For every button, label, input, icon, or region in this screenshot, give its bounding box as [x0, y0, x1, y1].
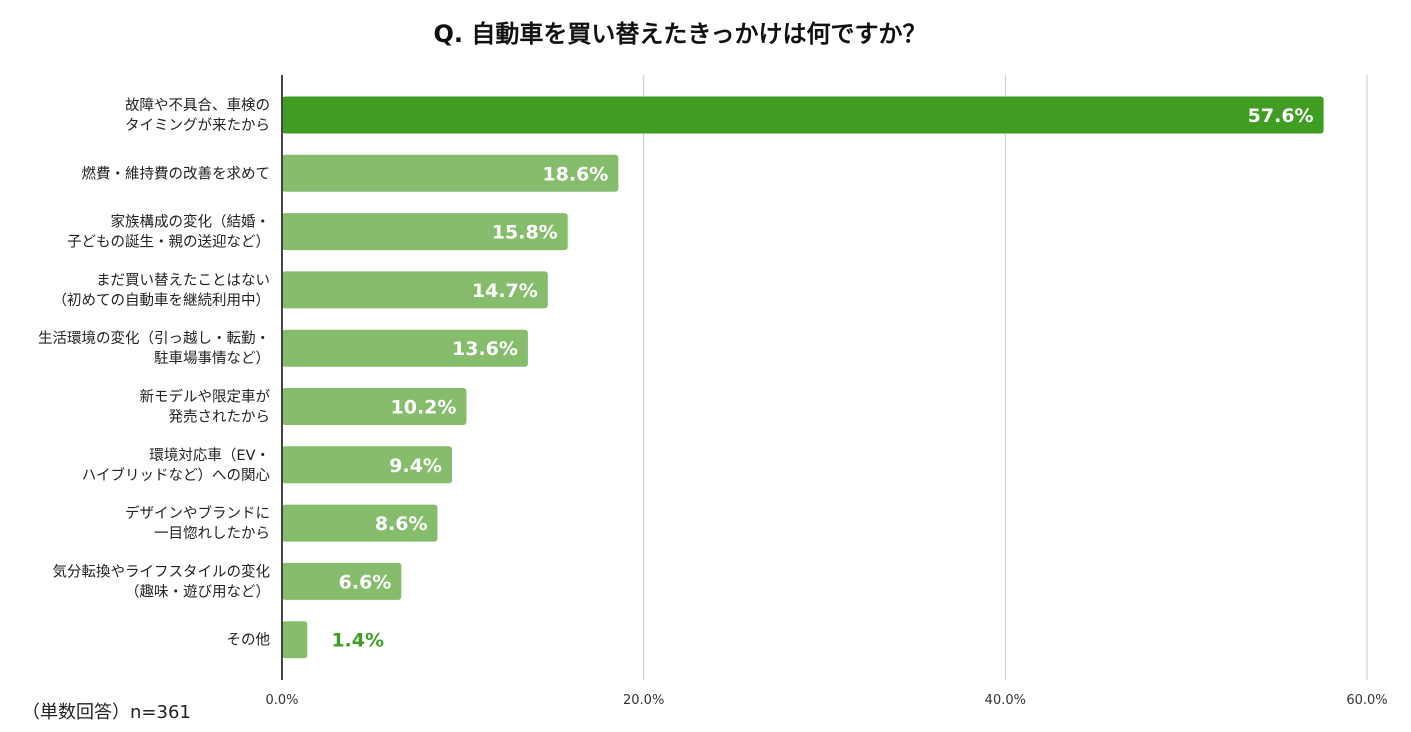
sample-note: （単数回答）n=361 [22, 702, 191, 723]
bar [282, 213, 568, 251]
chart-title: Q. 自動車を買い替えたきっかけは何ですか？ [433, 20, 927, 48]
category-label: 新モデルや限定車が [140, 388, 271, 406]
category-label: 駐車場事情など） [154, 350, 270, 367]
value-label: 6.6% [339, 571, 392, 593]
category-label: 故障や不具合、車検の [125, 96, 270, 114]
category-label: その他 [227, 632, 271, 649]
category-label: （趣味・遊び用など） [125, 583, 270, 600]
category-label: タイミングが来たから [125, 117, 270, 134]
bar [282, 621, 308, 659]
bar [282, 504, 438, 542]
category-label: 一目惚れしたから [154, 525, 270, 542]
value-label: 15.8% [492, 222, 558, 244]
value-label: 9.4% [389, 455, 442, 477]
category-label: 発売されたから [169, 409, 271, 426]
category-label: 生活環境の変化（引っ越し・転勤・ [38, 329, 270, 347]
value-label: 1.4% [331, 630, 384, 652]
category-label: 家族構成の変化（結婚・ [111, 214, 271, 231]
value-label: 57.6% [1248, 105, 1314, 127]
x-tick-label: 60.0% [1346, 693, 1387, 708]
category-label: （初めての自動車を継続利用中） [53, 292, 271, 309]
value-label: 18.6% [542, 163, 608, 185]
category-label: まだ買い替えたことはない [96, 272, 270, 289]
value-label: 14.7% [472, 280, 538, 302]
x-tick-label: 20.0% [623, 693, 664, 708]
category-label: デザインやブランドに [125, 504, 270, 522]
value-label: 10.2% [391, 397, 457, 419]
bar [282, 388, 467, 425]
category-label: 燃費・維持費の改善を求めて [82, 164, 271, 182]
category-label: 環境対応車（EV・ [149, 446, 270, 464]
bar [282, 154, 619, 192]
x-tick-label: 40.0% [985, 693, 1026, 708]
category-label: ハイブリッドなど）への関心 [82, 466, 270, 484]
category-label: 子どもの誕生・親の送迎など） [67, 234, 270, 251]
value-label: 13.6% [452, 338, 518, 360]
bar [282, 446, 452, 484]
bar [282, 271, 548, 309]
bar [282, 329, 528, 367]
bar [282, 562, 402, 600]
value-label: 8.6% [375, 513, 428, 535]
category-label: 気分転換やライフスタイルの変化 [53, 563, 271, 580]
x-tick-label: 0.0% [265, 693, 298, 708]
bar [282, 96, 1324, 134]
